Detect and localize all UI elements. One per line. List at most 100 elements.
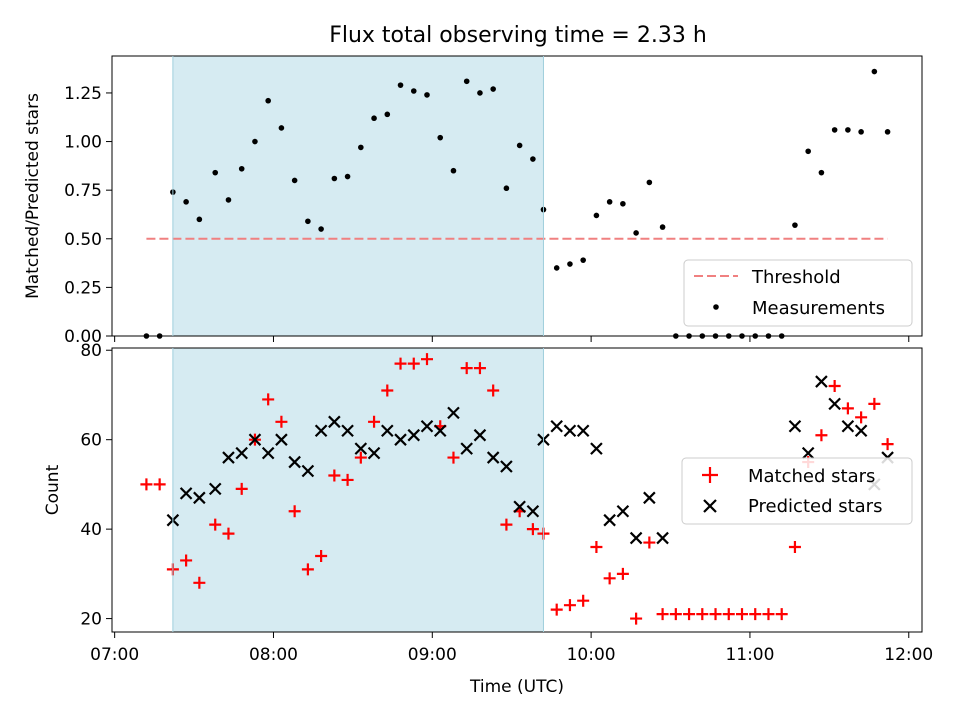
- matched-star-point: [153, 478, 166, 491]
- matched-star-point: [815, 429, 828, 442]
- measurement-point: [659, 224, 666, 230]
- legend-matched-label: Matched stars: [748, 466, 875, 487]
- predicted-star-point: [288, 455, 301, 469]
- matched-star-point: [301, 563, 314, 576]
- measurement-point: [646, 179, 653, 186]
- predicted-star-point: [341, 424, 354, 438]
- measurement-point: [424, 92, 430, 98]
- predicted-star-point: [433, 424, 447, 438]
- matched-star-point: [447, 451, 460, 464]
- measurement-point: [516, 142, 523, 149]
- top-y-tick-label: 0.75: [64, 181, 102, 201]
- top-y-axis-label: Matched/Predicted stars: [23, 93, 43, 299]
- matched-star-point: [354, 451, 367, 464]
- matched-star-point: [460, 362, 473, 375]
- measurement-point: [212, 169, 219, 176]
- measurement-point: [450, 167, 457, 174]
- matched-star-point: [140, 478, 153, 491]
- measurement-point: [291, 177, 298, 184]
- predicted-star-point: [643, 491, 656, 505]
- measurement-point: [463, 78, 470, 85]
- measurement-point: [606, 199, 613, 205]
- predicted-star-point: [854, 424, 868, 438]
- matched-star-point: [868, 397, 881, 410]
- matched-star-point: [669, 608, 682, 621]
- matched-star-point: [696, 608, 709, 621]
- x-tick-label: 08:00: [249, 645, 298, 665]
- measurement-point: [884, 129, 891, 135]
- predicted-star-point: [526, 504, 540, 518]
- top-measurement-points: [143, 68, 891, 339]
- matched-star-point: [550, 603, 563, 616]
- matched-star-point: [841, 402, 854, 415]
- measurement-point: [580, 257, 586, 263]
- measurement-point: [331, 175, 338, 182]
- measurement-point: [503, 185, 510, 192]
- bottom-y-tick-label: 40: [80, 520, 102, 540]
- predicted-star-point: [354, 442, 368, 455]
- predicted-star-point: [447, 406, 460, 420]
- predicted-star-point: [261, 446, 275, 460]
- matched-star-point: [341, 473, 354, 486]
- chart-title: Flux total observing time = 2.33 h: [329, 23, 707, 48]
- matched-star-point: [749, 608, 762, 621]
- matched-star-point: [407, 357, 420, 370]
- predicted-star-point: [576, 424, 590, 438]
- measurement-point: [225, 197, 232, 203]
- matched-star-point: [526, 523, 539, 536]
- measurement-point: [344, 173, 351, 180]
- predicted-star-point: [550, 419, 563, 433]
- predicted-star-point: [222, 451, 235, 464]
- matched-star-point: [762, 608, 775, 621]
- predicted-star-point: [590, 442, 603, 455]
- measurement-point: [858, 129, 864, 135]
- top-y-axis-ticks: 0.00 0.25 0.50 0.75 1.00 1.25: [64, 84, 112, 347]
- measurement-point: [553, 265, 560, 271]
- matched-star-point: [262, 393, 275, 406]
- matched-star-point: [500, 518, 513, 531]
- legend-predicted-swatch: [703, 499, 717, 513]
- matched-star-point: [275, 415, 288, 428]
- predicted-star-point: [208, 482, 222, 496]
- matched-star-point: [421, 353, 433, 366]
- top-y-tick-label: 0.00: [64, 327, 102, 347]
- predicted-star-point: [394, 433, 407, 446]
- matched-star-point: [180, 554, 193, 567]
- measurement-point: [530, 156, 536, 162]
- predicted-star-point: [314, 424, 328, 438]
- top-legend: Threshold Measurements: [683, 259, 913, 327]
- predicted-star-point: [420, 419, 434, 433]
- bottom-y-axis-label: Count: [43, 464, 63, 515]
- matched-star-point: [722, 608, 735, 621]
- bottom-legend-box: [681, 457, 913, 525]
- measurement-point: [371, 115, 377, 122]
- matched-star-point: [855, 411, 868, 424]
- top-y-tick-label: 1.00: [64, 133, 102, 153]
- measurement-point: [305, 218, 311, 225]
- matched-star-point: [603, 572, 616, 585]
- matched-star-point: [563, 599, 576, 612]
- measurement-point: [567, 261, 573, 267]
- bottom-y-tick-label: 20: [80, 610, 102, 630]
- measurement-point: [845, 127, 851, 133]
- measurement-point: [410, 88, 417, 94]
- predicted-star-point: [656, 531, 669, 545]
- predicted-star-point: [828, 397, 841, 411]
- matched-star-point: [643, 536, 656, 549]
- matched-star-point: [630, 612, 643, 625]
- legend-threshold-label: Threshold: [751, 267, 841, 288]
- measurement-point: [196, 216, 203, 223]
- x-axis-label: Time (UTC): [469, 677, 564, 697]
- matched-star-point: [736, 608, 748, 621]
- measurement-point: [358, 144, 364, 151]
- predicted-star-point: [460, 442, 473, 455]
- matched-star-point: [881, 438, 894, 451]
- predicted-star-point: [248, 433, 262, 446]
- top-axes-frame: [111, 55, 923, 337]
- matched-star-point: [394, 357, 407, 370]
- bottom-y-axis-ticks: 20 40 60 80: [80, 341, 112, 630]
- matched-star-point: [487, 384, 500, 397]
- top-y-tick-label: 0.50: [64, 230, 102, 250]
- x-tick-label: 11:00: [725, 645, 774, 665]
